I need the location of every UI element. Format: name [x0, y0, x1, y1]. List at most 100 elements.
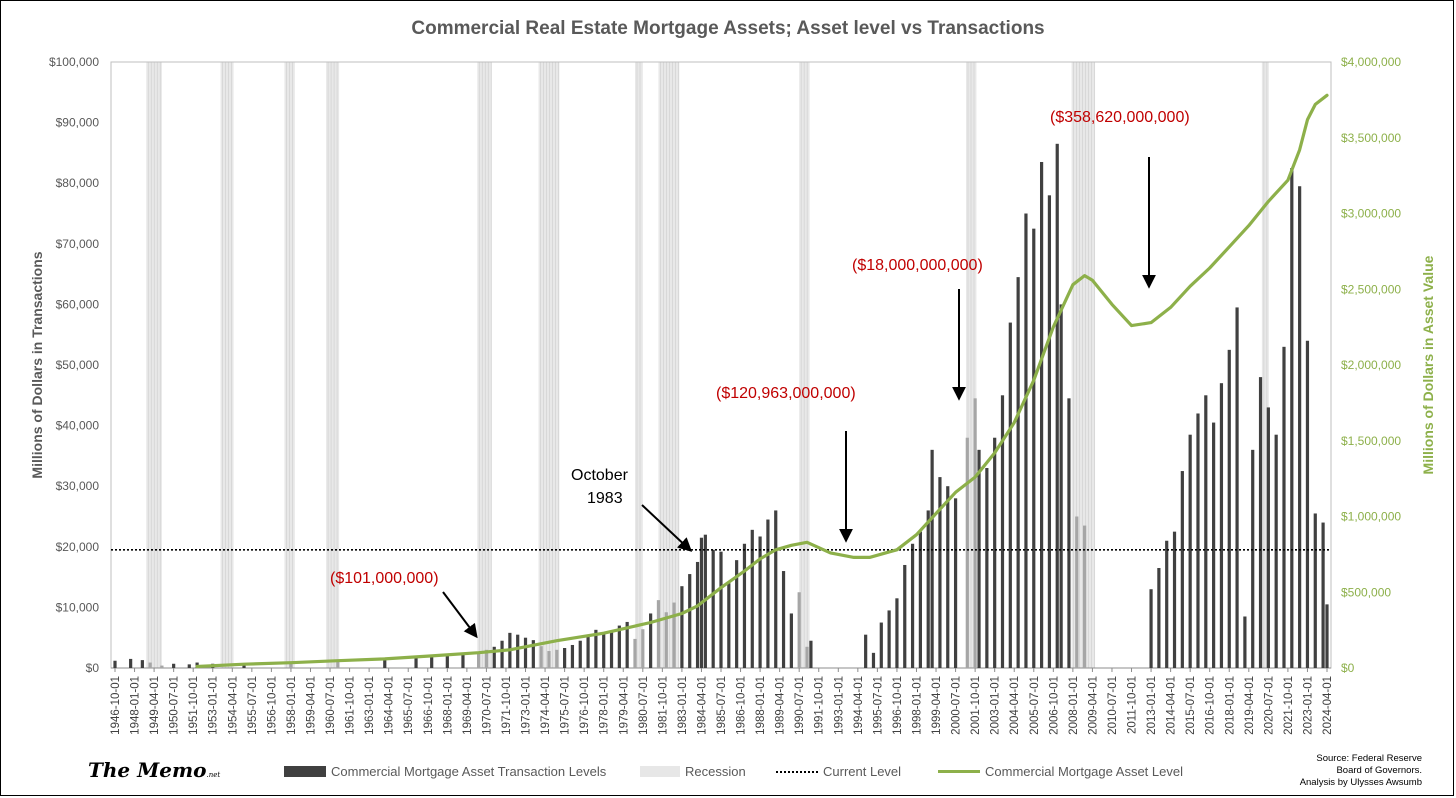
annotation-arrow: [641, 504, 693, 552]
annotation-label: 1983: [587, 490, 623, 507]
transaction-bar: [414, 657, 418, 668]
legend-swatch-line: [938, 770, 980, 773]
transaction-bar: [1196, 413, 1200, 668]
x-tick-label: 1953-01-01: [208, 676, 220, 735]
x-tick-label: 1975-07-01: [560, 676, 572, 735]
transaction-bar: [289, 662, 293, 668]
y-left-tick-label: $80,000: [56, 176, 100, 190]
transaction-bar: [1290, 168, 1294, 669]
x-tick-label: 1948-01-01: [130, 676, 142, 735]
x-tick-label: 2015-07-01: [1185, 676, 1197, 735]
transaction-bar: [578, 640, 582, 668]
x-tick-label: 1964-04-01: [384, 676, 396, 735]
transaction-bar: [797, 592, 801, 668]
x-tick-label: 1984-04-01: [696, 676, 708, 735]
x-tick-label: 1959-04-01: [305, 676, 317, 735]
x-tick-label: 2023-01-01: [1302, 676, 1314, 735]
x-tick-label: 1973-01-01: [521, 676, 533, 735]
transaction-bar: [129, 658, 133, 668]
y-left-tick-label: $100,000: [49, 55, 99, 69]
transaction-bar: [1204, 395, 1208, 668]
transaction-bar: [953, 498, 958, 668]
transaction-bar: [1047, 195, 1052, 668]
annotation-label: ($358,620,000,000): [1050, 109, 1190, 126]
y-left-tick-label: $50,000: [56, 358, 100, 372]
transaction-bar: [523, 637, 528, 668]
transaction-bar: [680, 586, 684, 668]
transaction-bar: [633, 638, 637, 668]
transaction-bar: [555, 649, 559, 668]
transaction-bar: [1032, 228, 1036, 668]
transaction-bar: [1039, 161, 1044, 669]
transaction-bar: [547, 651, 551, 668]
y-left-tick-label: $0: [86, 661, 100, 675]
y-right-tick-label: $0: [1341, 661, 1355, 675]
transaction-bar: [1157, 568, 1161, 668]
transaction-bar: [641, 629, 645, 668]
transaction-bar: [602, 632, 606, 668]
x-tick-label: 2008-01-01: [1068, 676, 1080, 735]
source-line: Board of Governors.: [1336, 765, 1422, 776]
transaction-bar: [864, 634, 868, 668]
x-tick-label: 1991-10-01: [814, 676, 826, 735]
y-right-tick-label: $2,500,000: [1341, 282, 1401, 296]
x-tick-label: 1963-01-01: [364, 676, 376, 735]
transaction-bar: [140, 660, 144, 668]
source-line: Source: Federal Reserve: [1316, 753, 1422, 764]
x-tick-label: 1999-04-01: [931, 676, 943, 735]
x-tick-label: 1978-01-01: [599, 676, 611, 735]
y-left-tick-label: $10,000: [56, 600, 100, 614]
transaction-bar: [1313, 513, 1317, 668]
source-line: Analysis by Ulysses Awsumb: [1299, 777, 1422, 788]
transaction-bar: [1235, 307, 1239, 668]
transaction-bar: [1258, 377, 1263, 668]
transaction-bar: [531, 640, 535, 668]
transaction-bar: [895, 598, 899, 668]
legend-label: Current Level: [823, 764, 902, 779]
x-tick-label: 2013-01-01: [1146, 676, 1158, 735]
transaction-bar: [695, 561, 700, 668]
y-left-axis-title: Millions of Dollars in Transactions: [29, 251, 45, 478]
transaction-bar: [1075, 516, 1079, 668]
x-tick-label: 2001-10-01: [970, 676, 982, 735]
x-tick-label: 1994-04-01: [853, 676, 865, 735]
recession-bands: [146, 62, 1269, 668]
transaction-bar: [516, 634, 520, 668]
transaction-bar: [1219, 383, 1224, 668]
legend-label: Commercial Mortgage Asset Transaction Le…: [331, 764, 607, 779]
transaction-bar: [1016, 277, 1020, 668]
x-tick-label: 1966-10-01: [423, 676, 435, 735]
transaction-bar: [500, 640, 504, 668]
x-tick-label: 1956-10-01: [266, 676, 278, 735]
transaction-bar: [1325, 604, 1329, 668]
x-tick-label: 1958-01-01: [286, 676, 298, 735]
transaction-bars: [113, 143, 1329, 669]
x-tick-label: 1976-10-01: [579, 676, 591, 735]
y-left-tick-label: $40,000: [56, 419, 100, 433]
transaction-bar: [656, 600, 661, 668]
transaction-bar: [977, 449, 981, 668]
transaction-bar: [1243, 616, 1247, 668]
x-tick-label: 1968-01-01: [442, 676, 454, 735]
x-tick-label: 1950-07-01: [169, 676, 181, 735]
x-tick-label: 2004-04-01: [1009, 676, 1021, 735]
transaction-bar: [563, 648, 567, 668]
transaction-bar: [664, 612, 668, 668]
transaction-bar: [1305, 340, 1310, 668]
transaction-bar: [930, 449, 934, 668]
legend-item-asset-level: Commercial Mortgage Asset Level: [938, 764, 1183, 779]
transaction-bar: [539, 646, 543, 668]
recession-band: [538, 62, 560, 668]
source-note: Source: Federal Reserve Board of Governo…: [1262, 753, 1422, 789]
x-tick-label: 2000-07-01: [951, 676, 963, 735]
transaction-bar: [688, 574, 692, 668]
axis-labels-layer: $0 $10,000 $20,000 $30,000 $40,000 $50,000 $60…: [29, 55, 1436, 735]
transaction-bar: [1000, 395, 1005, 668]
transaction-bar: [781, 571, 786, 668]
transaction-bar: [887, 610, 891, 668]
y-right-tick-label: $2,000,000: [1341, 358, 1401, 372]
legend-swatch-current: [776, 770, 818, 773]
transaction-bar: [750, 529, 754, 668]
x-tick-label: 1979-04-01: [618, 676, 630, 735]
